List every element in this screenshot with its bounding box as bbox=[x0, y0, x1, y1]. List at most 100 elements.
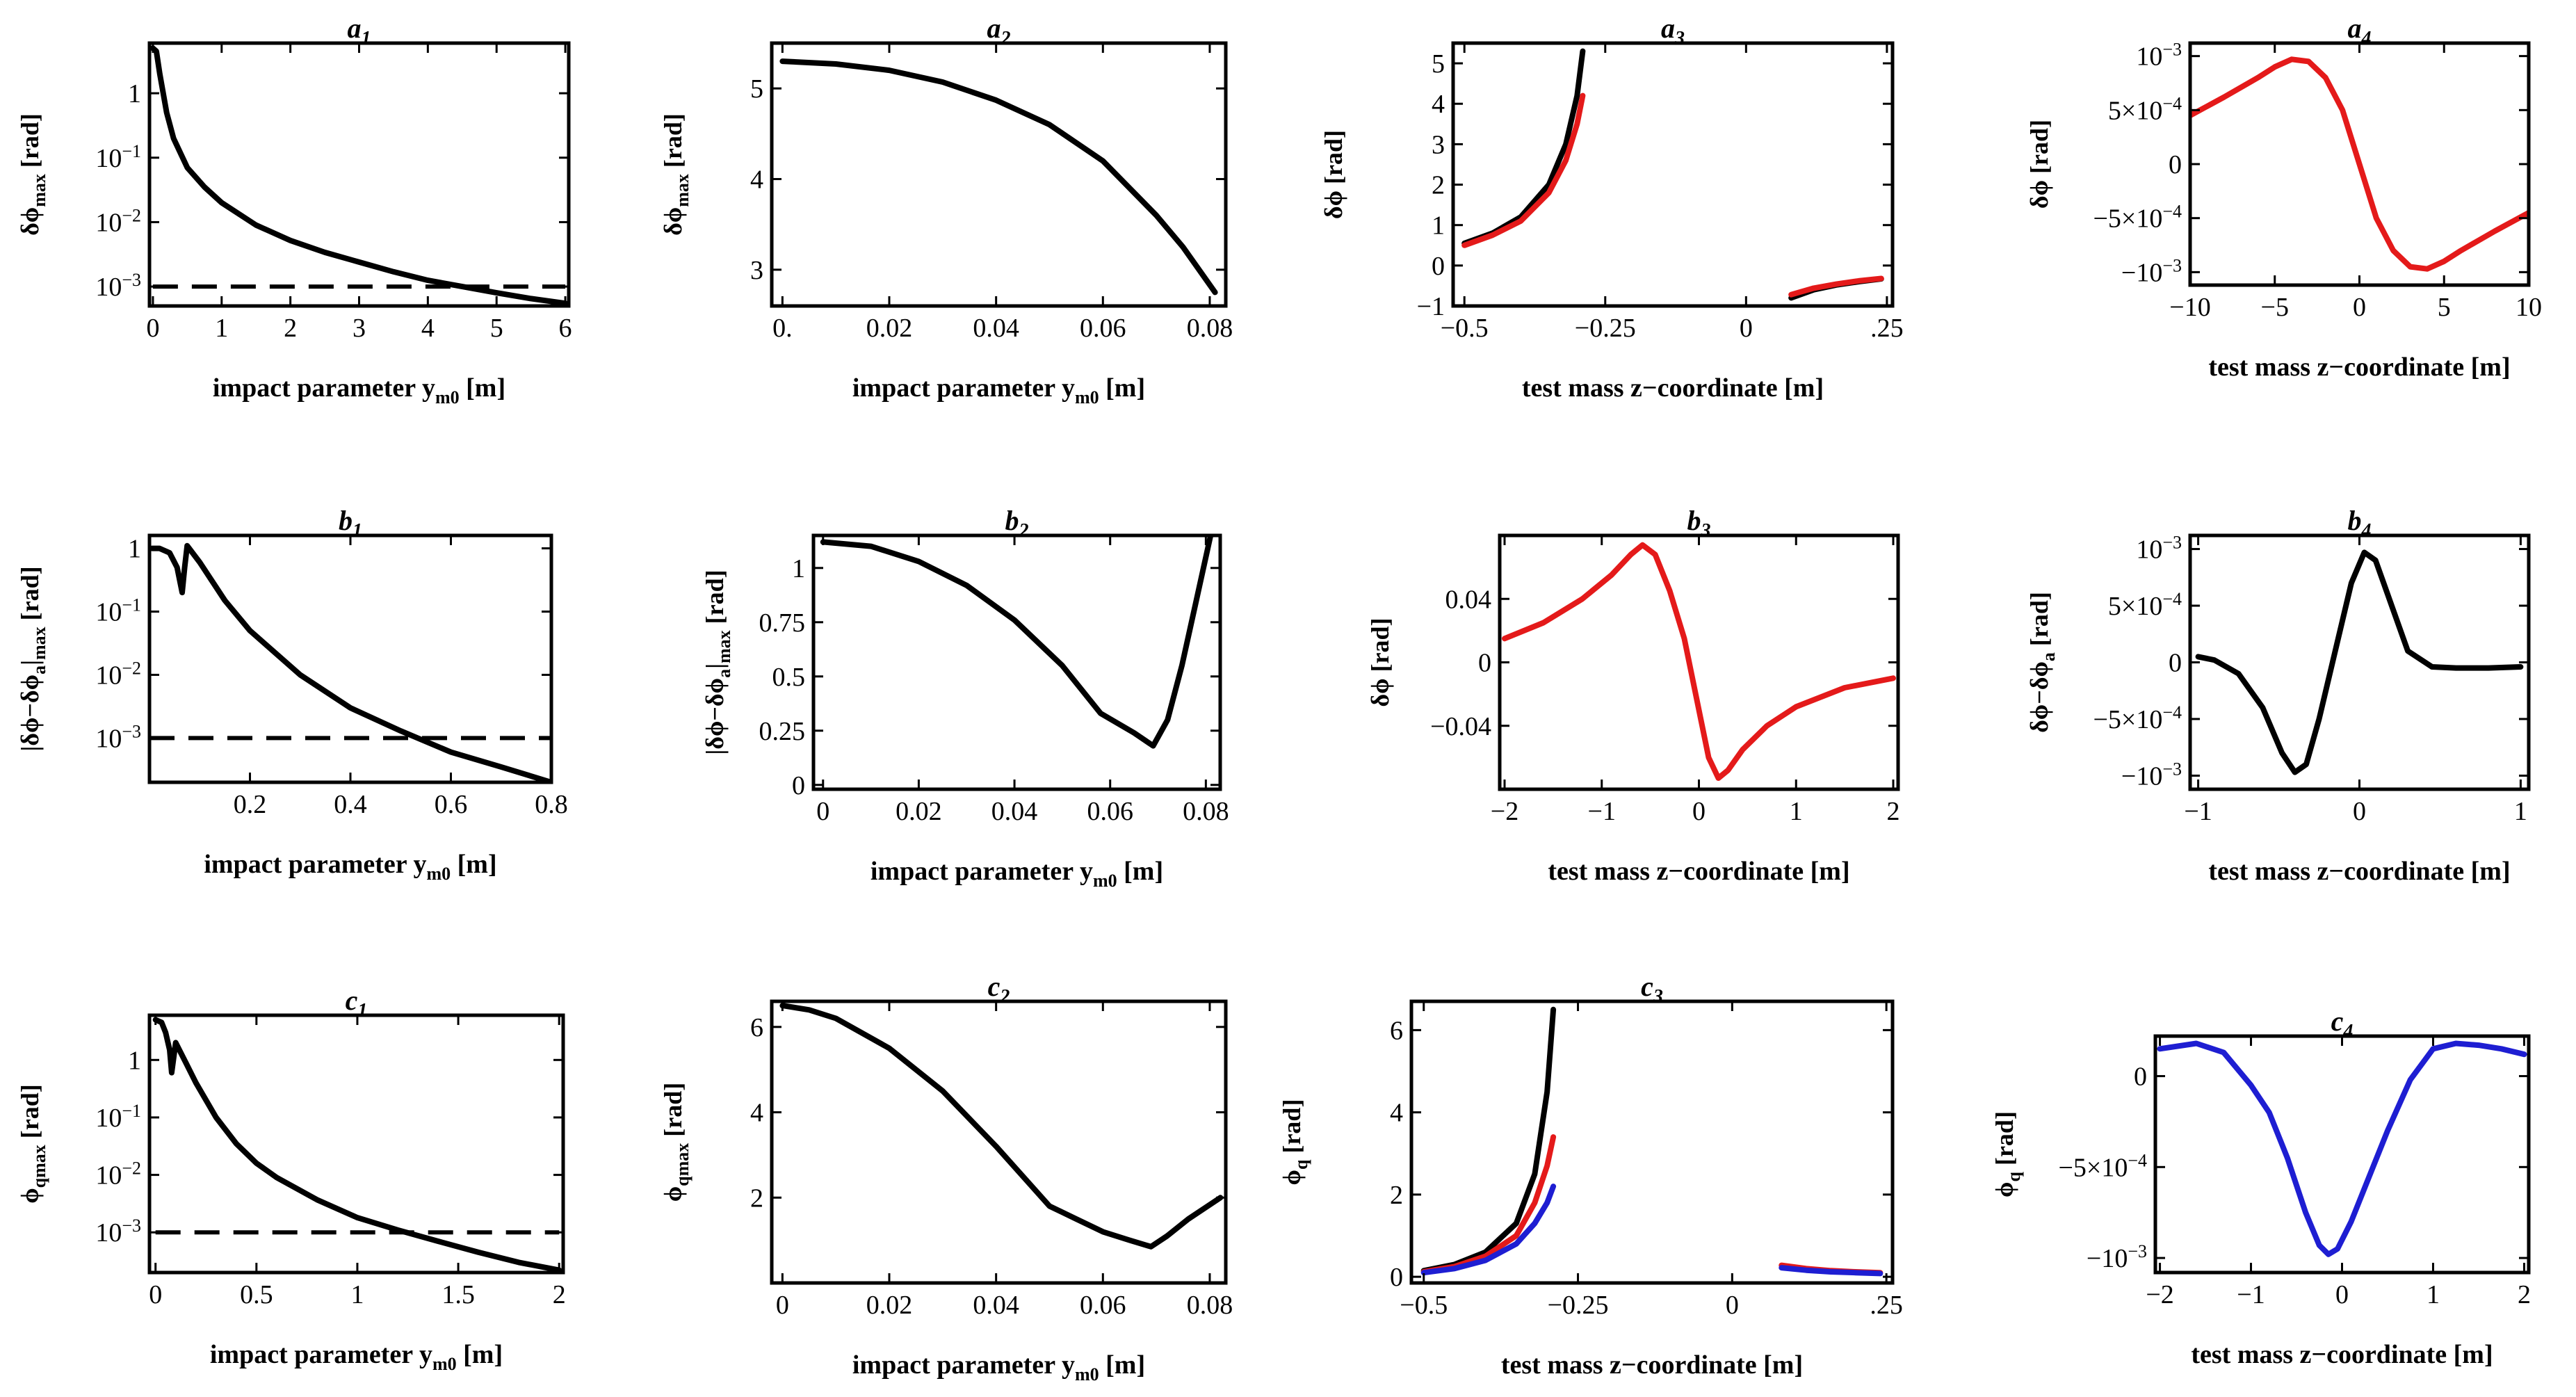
y-tick-label-a1-2: 10−1​ bbox=[95, 141, 141, 173]
panel-title-main-a3: a bbox=[1661, 13, 1675, 44]
x-tick-label-c2-4: 0.08 bbox=[1187, 1291, 1233, 1320]
x-axis-label-c2: impact parameter ym0​ [m] bbox=[852, 1350, 1145, 1384]
x-tick-label-c2-3: 0.06 bbox=[1080, 1291, 1126, 1320]
plot-frame-c3 bbox=[1409, 999, 1895, 1285]
panel-b4: −1 0 1 −10−3​ −5×10−4​ 0 5×10−4​ 10−3​ b4 test ma… bbox=[2025, 505, 2531, 886]
x-tick-label-b3-4: 2 bbox=[1887, 797, 1900, 826]
x-tick-label-b2-1: 0.02 bbox=[896, 797, 942, 826]
y-tick-label-b4-2: 0 bbox=[2169, 649, 2182, 678]
x-tick-label-a1-1: 1 bbox=[215, 314, 228, 343]
panel-title-main-b1: b bbox=[339, 505, 353, 536]
x-tick-label-a1-0: 0 bbox=[146, 314, 159, 343]
x-tick-label-a4-2: 0 bbox=[2353, 293, 2366, 322]
y-tick-label-c1-2: 10−1​ bbox=[95, 1101, 141, 1133]
x-tick-label-c3-3: .25 bbox=[1870, 1291, 1903, 1320]
panel-title-main-b4: b bbox=[2348, 505, 2362, 536]
panel-title-sub-c3: 3 bbox=[1653, 986, 1663, 1008]
plot-frame-a2 bbox=[770, 41, 1228, 308]
panel-c4: −2 −1 0 1 2 −10−3​ −5×10−4​ 0 c4 test mass z−coor… bbox=[1991, 1006, 2531, 1369]
panel-title-a1: a1 bbox=[348, 13, 371, 49]
y-tick-label-b1-1: 10−2​ bbox=[95, 658, 141, 690]
y-tick-label-b3-0: −0.04 bbox=[1430, 712, 1491, 741]
x-tick-label-a4-4: 10 bbox=[2516, 293, 2542, 322]
series-c1-0 bbox=[152, 1017, 562, 1273]
x-tick-label-a4-3: 5 bbox=[2438, 293, 2451, 322]
y-tick-label-b2-0: 0 bbox=[792, 771, 805, 800]
y-axis-label-b1: |δϕ−δϕa​|max​ [rad] bbox=[16, 566, 49, 751]
series-a3-1 bbox=[1461, 92, 1586, 248]
y-tick-label-c1-0: 10−3​ bbox=[95, 1216, 141, 1247]
series-c3-1 bbox=[1420, 1134, 1557, 1275]
panel-b2: 0 0.02 0.04 0.06 0.08 0 0.25 0.5 0.75 1 b2 impact p… bbox=[701, 505, 1229, 891]
y-axis-label-a3: δϕ [rad] bbox=[1320, 130, 1347, 219]
panel-title-sub-c2: 2 bbox=[999, 986, 1010, 1008]
series-b3-0 bbox=[1502, 542, 1896, 781]
y-axis-label-c2: ϕqmax​ [rad] bbox=[659, 1083, 692, 1202]
y-tick-label-a3-5: 4 bbox=[1432, 90, 1445, 119]
y-tick-label-a4-0: −10−3​ bbox=[2121, 255, 2182, 287]
x-axis-label-a1: impact parameter ym0​ [m] bbox=[213, 373, 505, 407]
panel-title-c2: c2 bbox=[988, 971, 1010, 1008]
y-axis-label-b2: |δϕ−δϕa​|max​ [rad] bbox=[701, 570, 734, 754]
y-tick-label-c3-1: 2 bbox=[1390, 1181, 1403, 1210]
panel-c3: −0.5 −0.25 0 .25 0 2 4 6 c3 test mass z−coordinat… bbox=[1278, 971, 1903, 1380]
x-axis-label-a4: test mass z−coordinate [m] bbox=[2208, 353, 2510, 382]
y-tick-label-a2-0: 3 bbox=[750, 256, 763, 285]
series-c4-0 bbox=[2157, 1040, 2527, 1257]
panel-title-main-b2: b bbox=[1005, 505, 1019, 536]
y-tick-label-b1-3: 1 bbox=[128, 535, 141, 564]
panel-title-main-c2: c bbox=[988, 971, 1001, 1002]
x-axis-label-b3: test mass z−coordinate [m] bbox=[1548, 857, 1849, 886]
plot-frame-b1 bbox=[147, 533, 553, 784]
x-tick-label-c1-1: 0.5 bbox=[240, 1280, 273, 1309]
x-tick-label-b3-0: −2 bbox=[1491, 797, 1518, 826]
panel-title-c1: c1 bbox=[346, 985, 368, 1021]
y-tick-label-c1-1: 10−2​ bbox=[95, 1158, 141, 1190]
y-tick-label-a3-3: 2 bbox=[1432, 171, 1445, 200]
y-tick-label-c3-3: 6 bbox=[1390, 1016, 1403, 1045]
x-tick-label-a4-0: −10 bbox=[2169, 293, 2210, 322]
y-tick-label-b1-2: 10−1​ bbox=[95, 595, 141, 627]
series-b4-0 bbox=[2195, 549, 2524, 775]
x-tick-label-c4-0: −2 bbox=[2146, 1280, 2173, 1309]
y-tick-label-b3-2: 0.04 bbox=[1445, 585, 1492, 614]
series-b2-0 bbox=[820, 535, 1214, 749]
y-tick-label-a1-0: 10−3​ bbox=[95, 270, 141, 302]
panel-title-sub-c1: 1 bbox=[357, 1000, 367, 1021]
y-tick-label-a3-0: −1 bbox=[1417, 292, 1445, 321]
x-tick-label-b2-0: 0 bbox=[816, 797, 829, 826]
x-tick-label-c3-2: 0 bbox=[1726, 1291, 1739, 1320]
series-a4-0 bbox=[2190, 56, 2529, 272]
x-tick-label-a3-0: −0.5 bbox=[1441, 314, 1489, 343]
plot-frame-b4 bbox=[2188, 533, 2531, 791]
x-tick-label-b4-2: 1 bbox=[2514, 797, 2527, 826]
panel-title-main-a1: a bbox=[348, 13, 362, 44]
panel-title-sub-c4: 4 bbox=[2342, 1021, 2353, 1042]
x-axis-label-c3: test mass z−coordinate [m] bbox=[1501, 1350, 1803, 1380]
panel-title-main-c3: c bbox=[1641, 971, 1653, 1002]
x-tick-label-c2-2: 0.04 bbox=[973, 1291, 1019, 1320]
x-tick-label-a1-2: 2 bbox=[284, 314, 297, 343]
x-axis-label-b2: impact parameter ym0​ [m] bbox=[870, 857, 1163, 891]
y-axis-label-b3: δϕ [rad] bbox=[1366, 617, 1394, 706]
x-axis-label-b1: impact parameter ym0​ [m] bbox=[204, 850, 496, 884]
y-tick-label-a4-2: 0 bbox=[2169, 150, 2182, 179]
x-tick-label-c4-3: 1 bbox=[2427, 1280, 2440, 1309]
panel-title-a3: a3 bbox=[1661, 13, 1685, 49]
panel-title-sub-b3: 3 bbox=[1701, 520, 1711, 542]
x-tick-label-c1-2: 1 bbox=[350, 1280, 364, 1309]
y-axis-label-a2: δϕmax​ [rad] bbox=[659, 113, 692, 236]
panel-title-a4: a4 bbox=[2348, 13, 2372, 49]
panel-title-sub-b2: 2 bbox=[1019, 520, 1029, 542]
panel-title-sub-a2: 2 bbox=[1001, 28, 1011, 49]
panel-title-b1: b1 bbox=[339, 505, 362, 542]
y-tick-label-b2-2: 0.5 bbox=[772, 663, 806, 692]
x-tick-label-a2-4: 0.08 bbox=[1187, 314, 1233, 343]
panel-title-b2: b2 bbox=[1005, 505, 1029, 542]
x-tick-label-c4-4: 2 bbox=[2518, 1280, 2531, 1309]
x-tick-label-b1-3: 0.8 bbox=[535, 790, 568, 819]
panel-a2: 0. 0.02 0.04 0.06 0.08 3 4 5 a2 impact parameter … bbox=[659, 13, 1233, 407]
y-tick-label-a3-1: 0 bbox=[1432, 252, 1445, 281]
plot-frame-c2 bbox=[770, 999, 1228, 1285]
